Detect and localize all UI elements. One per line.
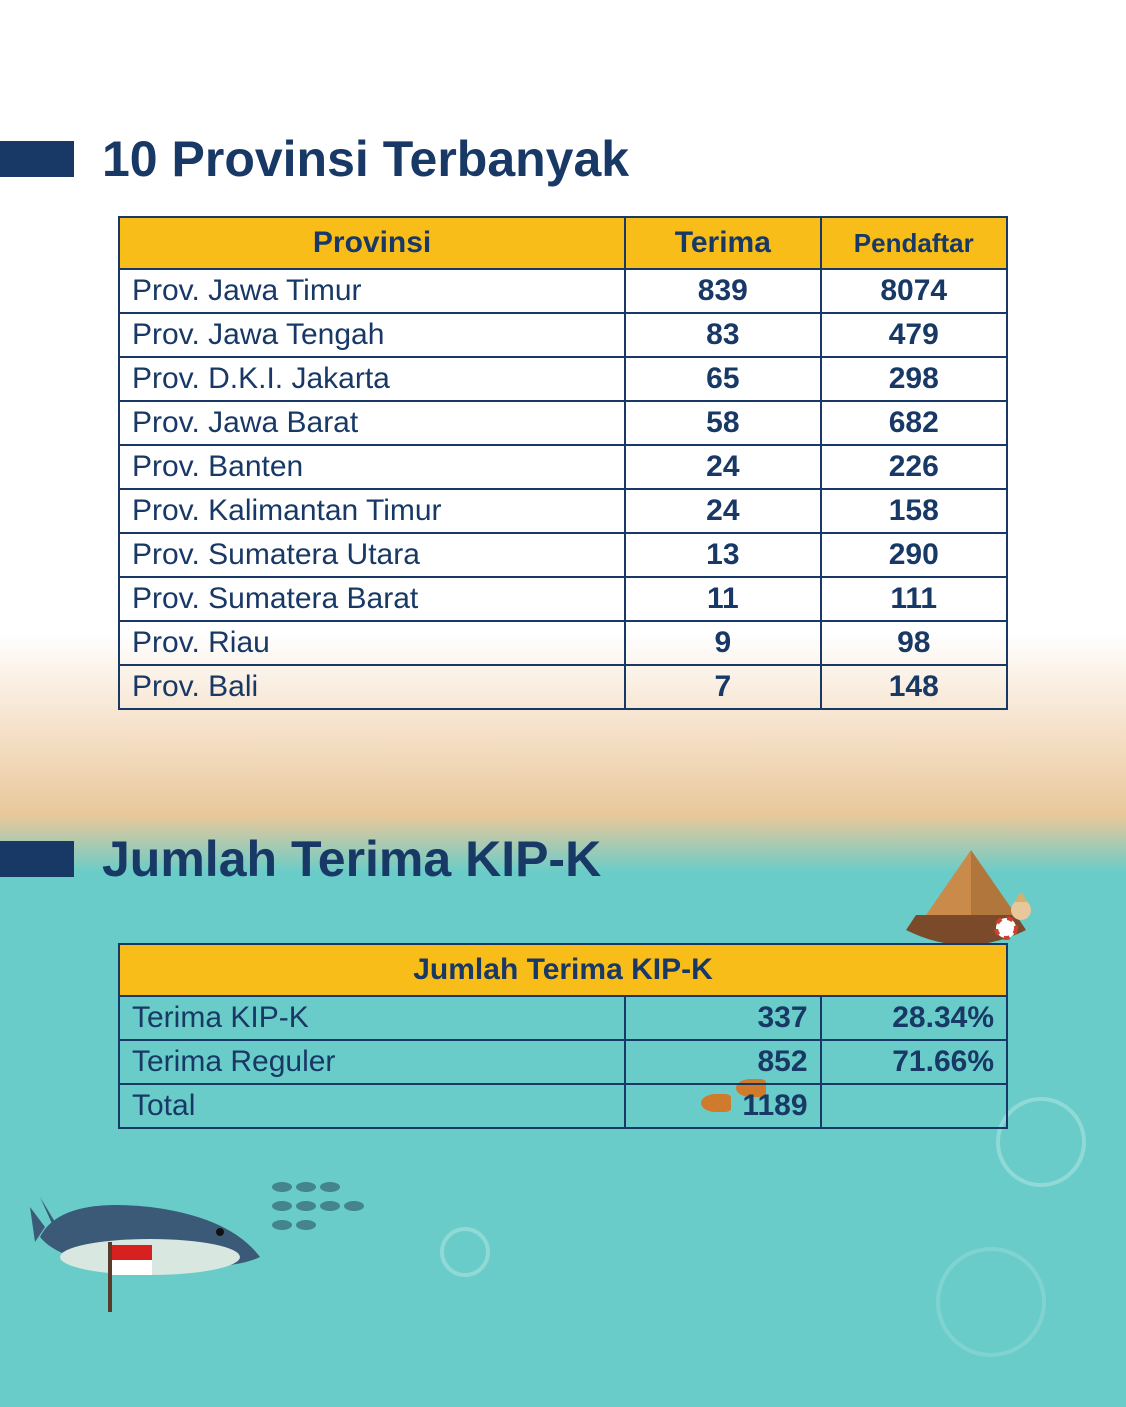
table-row: Prov. Sumatera Barat11111: [119, 577, 1007, 621]
cell-pendaftar: 290: [821, 533, 1007, 577]
cell-terima: 839: [625, 269, 820, 313]
table-row: Prov. Bali7148: [119, 665, 1007, 709]
table-row: Terima KIP-K33728.34%: [119, 996, 1007, 1040]
table-row: Prov. D.K.I. Jakarta65298: [119, 357, 1007, 401]
cell-percent: 71.66%: [821, 1040, 1007, 1084]
cell-provinsi: Prov. Jawa Timur: [119, 269, 625, 313]
bubble-decoration: [936, 1247, 1046, 1357]
header-provinsi: Provinsi: [119, 217, 625, 269]
cell-provinsi: Prov. Sumatera Barat: [119, 577, 625, 621]
table-row: Prov. Kalimantan Timur24158: [119, 489, 1007, 533]
cell-label: Terima KIP-K: [119, 996, 625, 1040]
cell-provinsi: Prov. Banten: [119, 445, 625, 489]
fish-school-decoration: [270, 1180, 366, 1237]
cell-provinsi: Prov. Kalimantan Timur: [119, 489, 625, 533]
cell-terima: 9: [625, 621, 820, 665]
cell-pendaftar: 111: [821, 577, 1007, 621]
table-row: Prov. Jawa Barat58682: [119, 401, 1007, 445]
cell-pendaftar: 8074: [821, 269, 1007, 313]
cell-terima: 7: [625, 665, 820, 709]
bubble-decoration: [440, 1227, 490, 1277]
table-row: Prov. Sumatera Utara13290: [119, 533, 1007, 577]
cell-terima: 24: [625, 445, 820, 489]
section-heading-kipk: Jumlah Terima KIP-K: [0, 830, 1126, 888]
cell-percent: 28.34%: [821, 996, 1007, 1040]
cell-pendaftar: 298: [821, 357, 1007, 401]
header-kipk: Jumlah Terima KIP-K: [119, 944, 1007, 996]
cell-pendaftar: 158: [821, 489, 1007, 533]
cell-value: 852: [625, 1040, 820, 1084]
cell-provinsi: Prov. Jawa Tengah: [119, 313, 625, 357]
cell-provinsi: Prov. Sumatera Utara: [119, 533, 625, 577]
table-row: Prov. Riau998: [119, 621, 1007, 665]
section-heading-provinsi: 10 Provinsi Terbanyak: [0, 130, 1126, 188]
cell-provinsi: Prov. D.K.I. Jakarta: [119, 357, 625, 401]
heading-text: 10 Provinsi Terbanyak: [102, 130, 629, 188]
provinsi-table: Provinsi Terima Pendaftar Prov. Jawa Tim…: [118, 216, 1008, 710]
flag-illustration: [100, 1237, 160, 1317]
heading-accent-bar: [0, 841, 74, 877]
heading-text: Jumlah Terima KIP-K: [102, 830, 601, 888]
cell-terima: 58: [625, 401, 820, 445]
heading-accent-bar: [0, 141, 74, 177]
cell-pendaftar: 148: [821, 665, 1007, 709]
table-row: Terima Reguler85271.66%: [119, 1040, 1007, 1084]
cell-value: 1189: [625, 1084, 820, 1128]
cell-pendaftar: 98: [821, 621, 1007, 665]
cell-pendaftar: 479: [821, 313, 1007, 357]
cell-terima: 83: [625, 313, 820, 357]
table-row: Prov. Banten24226: [119, 445, 1007, 489]
cell-pendaftar: 682: [821, 401, 1007, 445]
header-terima: Terima: [625, 217, 820, 269]
table-row: Total1189: [119, 1084, 1007, 1128]
cell-percent: [821, 1084, 1007, 1128]
cell-provinsi: Prov. Riau: [119, 621, 625, 665]
cell-provinsi: Prov. Bali: [119, 665, 625, 709]
cell-label: Total: [119, 1084, 625, 1128]
kipk-table: Jumlah Terima KIP-K Terima KIP-K33728.34…: [118, 943, 1008, 1129]
cell-provinsi: Prov. Jawa Barat: [119, 401, 625, 445]
table-row: Prov. Jawa Timur8398074: [119, 269, 1007, 313]
cell-terima: 65: [625, 357, 820, 401]
cell-terima: 13: [625, 533, 820, 577]
header-pendaftar: Pendaftar: [821, 217, 1007, 269]
table-row: Prov. Jawa Tengah83479: [119, 313, 1007, 357]
cell-pendaftar: 226: [821, 445, 1007, 489]
cell-terima: 11: [625, 577, 820, 621]
cell-terima: 24: [625, 489, 820, 533]
cell-label: Terima Reguler: [119, 1040, 625, 1084]
cell-value: 337: [625, 996, 820, 1040]
